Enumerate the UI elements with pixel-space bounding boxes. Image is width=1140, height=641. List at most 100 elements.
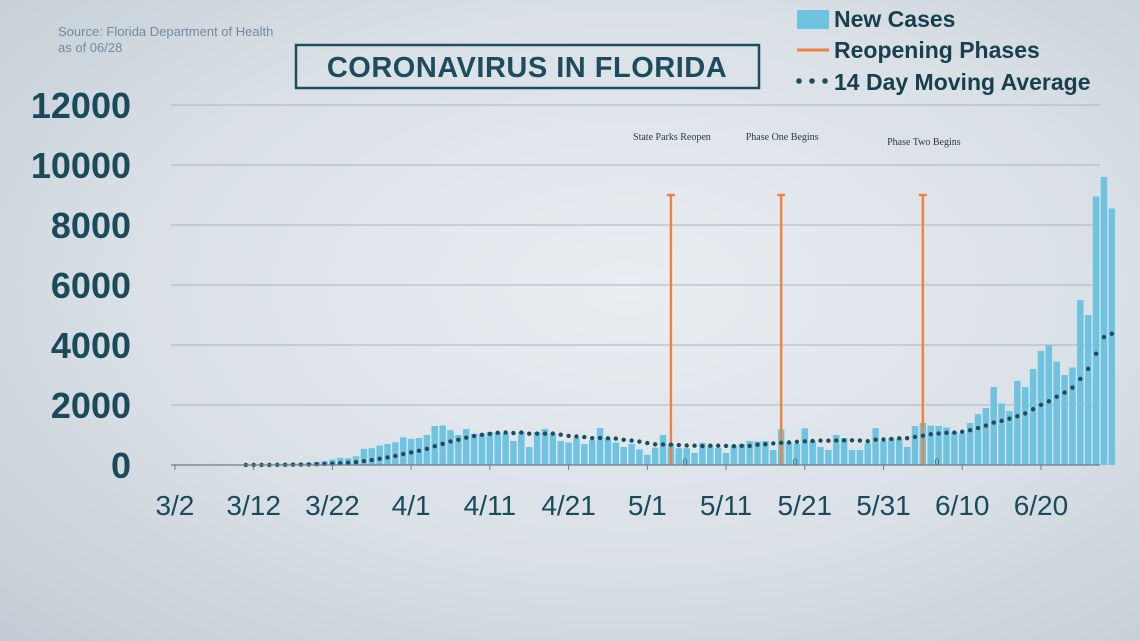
x-tick-label: 5/11 bbox=[700, 490, 752, 521]
moving-average-dot bbox=[786, 440, 792, 445]
moving-average-dot bbox=[1054, 394, 1059, 399]
moving-average-dot bbox=[652, 442, 658, 447]
new-cases-bar bbox=[880, 441, 887, 465]
moving-average-dot bbox=[1038, 402, 1044, 408]
new-cases-bar bbox=[785, 442, 793, 465]
moving-average-dot bbox=[1093, 351, 1099, 356]
moving-average-dot bbox=[826, 438, 831, 443]
moving-average-dot bbox=[731, 443, 737, 449]
new-cases-bar bbox=[573, 438, 580, 465]
moving-average-dot bbox=[841, 438, 847, 443]
moving-average-dot bbox=[928, 432, 933, 437]
moving-average-dot bbox=[952, 430, 957, 435]
moving-average-dot bbox=[605, 436, 611, 441]
moving-average-dot bbox=[810, 438, 815, 444]
moving-average-dot bbox=[834, 438, 839, 443]
moving-average-dot bbox=[1085, 366, 1091, 371]
x-tick-label: 6/20 bbox=[1014, 490, 1069, 521]
moving-average-dot bbox=[684, 443, 689, 448]
moving-average-dot bbox=[338, 460, 343, 466]
new-cases-bar bbox=[817, 447, 824, 465]
moving-average-dot bbox=[1101, 334, 1107, 340]
legend-new-cases-swatch bbox=[797, 10, 829, 29]
new-cases-bar bbox=[856, 450, 864, 465]
moving-average-dot bbox=[1015, 413, 1020, 419]
new-cases-bar bbox=[691, 453, 698, 465]
moving-average-dot bbox=[1046, 399, 1052, 404]
new-cases-bar bbox=[683, 448, 690, 465]
legend-moving-average-label: 14 Day Moving Average bbox=[834, 69, 1091, 95]
moving-average-dot bbox=[999, 418, 1004, 424]
new-cases-bar bbox=[966, 423, 974, 465]
moving-average-dot bbox=[566, 433, 571, 439]
new-cases-bars bbox=[211, 177, 1116, 465]
y-tick-label: 4000 bbox=[51, 325, 131, 366]
new-cases-bar bbox=[1092, 196, 1100, 465]
moving-average-dot bbox=[432, 444, 437, 449]
new-cases-bar bbox=[644, 454, 651, 465]
new-cases-bar bbox=[982, 408, 990, 465]
moving-average-dot bbox=[668, 442, 674, 447]
phase-label: Phase Two Begins bbox=[887, 137, 961, 148]
x-tick-label: 3/22 bbox=[305, 490, 360, 521]
new-cases-bar bbox=[525, 447, 533, 465]
new-cases-bar bbox=[628, 444, 635, 465]
moving-average-dot bbox=[487, 431, 493, 436]
new-cases-bar bbox=[888, 438, 895, 465]
source-text: Source: Florida Department of Health bbox=[58, 24, 273, 39]
moving-average-dot bbox=[904, 435, 910, 441]
new-cases-bar bbox=[620, 447, 627, 465]
moving-average-dot bbox=[747, 443, 752, 449]
x-tick-label: 5/31 bbox=[856, 490, 911, 521]
phase-marker-label: 0 bbox=[793, 457, 798, 467]
moving-average-dot bbox=[991, 420, 996, 425]
moving-average-dot bbox=[794, 439, 800, 445]
new-cases-bar bbox=[478, 433, 486, 465]
moving-average-dot bbox=[975, 425, 981, 431]
new-cases-bar bbox=[1069, 367, 1076, 465]
moving-average-dot bbox=[629, 438, 634, 443]
new-cases-bar bbox=[588, 440, 596, 465]
new-cases-bar bbox=[565, 442, 572, 465]
x-tick-label: 4/1 bbox=[392, 490, 431, 521]
new-cases-bar bbox=[596, 428, 604, 465]
title-border bbox=[294, 43, 761, 90]
legend-reopening-label: Reopening Phases bbox=[834, 37, 1040, 63]
moving-average-dot bbox=[519, 430, 524, 435]
reopening-phase-lines: State Parks Reopen 0 Phase One Begins 0 Phas… bbox=[633, 132, 961, 467]
new-cases-bar bbox=[935, 426, 942, 465]
moving-average-dot bbox=[645, 440, 650, 446]
legend-new-cases-label: New Cases bbox=[834, 6, 955, 32]
new-cases-bar bbox=[770, 450, 777, 465]
moving-average-dot bbox=[865, 438, 870, 444]
new-cases-bar bbox=[1108, 208, 1116, 465]
moving-average-dot bbox=[361, 458, 367, 464]
moving-average-dots bbox=[243, 331, 1115, 468]
moving-average-dot bbox=[377, 456, 382, 461]
new-cases-bar bbox=[470, 433, 478, 465]
moving-average-dot bbox=[692, 443, 697, 448]
moving-average-dot bbox=[1109, 331, 1115, 336]
moving-average-dot bbox=[1023, 411, 1028, 416]
moving-average-dot bbox=[755, 442, 760, 447]
moving-average-dot bbox=[983, 423, 989, 428]
moving-average-dot bbox=[440, 441, 445, 447]
moving-average-dot bbox=[960, 429, 965, 434]
new-cases-bar bbox=[1077, 300, 1084, 465]
y-tick-label: 12000 bbox=[31, 85, 131, 126]
new-cases-bar bbox=[1037, 351, 1045, 465]
new-cases-bar bbox=[730, 445, 738, 465]
moving-average-dot bbox=[471, 433, 477, 439]
moving-average-dot bbox=[558, 432, 563, 437]
gridlines bbox=[171, 104, 1100, 406]
x-tick-label: 4/11 bbox=[464, 490, 516, 521]
new-cases-bar bbox=[675, 448, 683, 465]
new-cases-bar bbox=[896, 438, 903, 465]
moving-average-dot bbox=[920, 433, 926, 438]
moving-average-dot bbox=[849, 438, 855, 443]
x-tick-label: 5/1 bbox=[628, 490, 667, 521]
new-cases-bar bbox=[463, 429, 470, 465]
new-cases-bar bbox=[840, 438, 848, 465]
new-cases-bar bbox=[754, 441, 761, 465]
